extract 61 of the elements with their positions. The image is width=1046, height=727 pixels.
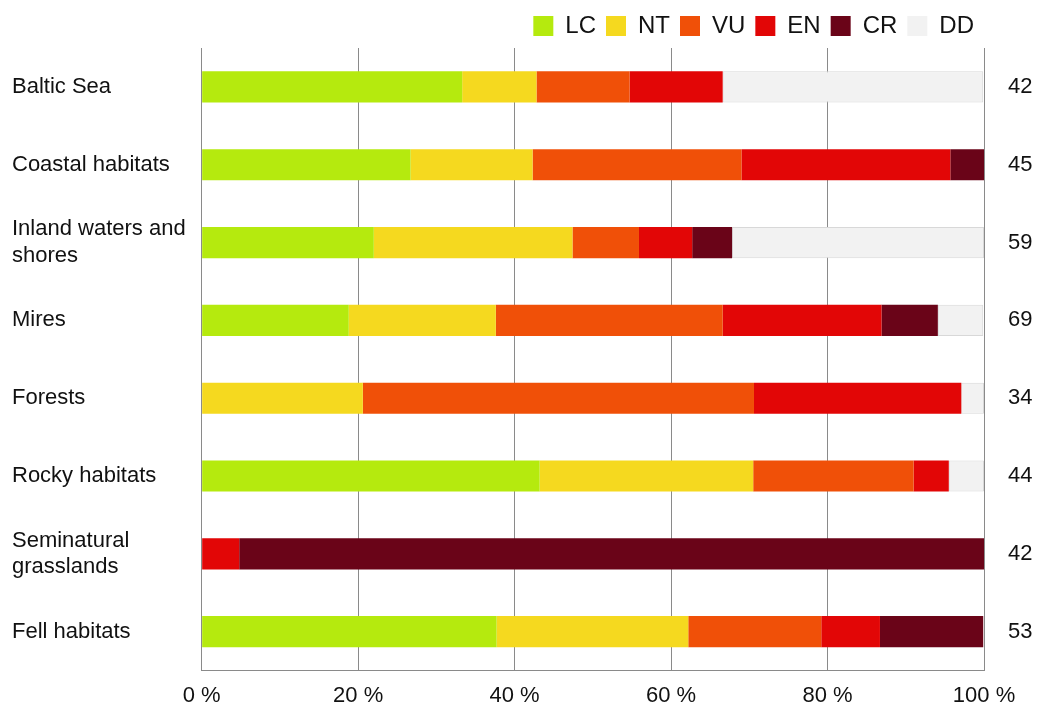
bar [741, 149, 951, 181]
text: 42 [1008, 539, 1033, 565]
legend-label: CR [862, 10, 898, 38]
text: 42 [1008, 72, 1033, 98]
bar [348, 304, 496, 336]
x-tick-label: 100 % [952, 681, 1016, 707]
text: 45 [1008, 150, 1033, 176]
bar [638, 227, 693, 259]
y-tick-label: Fell habitats [12, 617, 131, 643]
x-tick-label: 80 % [802, 681, 853, 707]
bar [202, 71, 463, 103]
y-tick-label: Coastal habitats [12, 150, 170, 176]
bar [202, 382, 363, 414]
bar [202, 149, 411, 181]
legend-label: VU [711, 10, 746, 38]
x-tick-label: 20 % [333, 681, 384, 707]
y-tick-label: Seminatural grasslands [12, 526, 130, 579]
bar [202, 616, 497, 648]
text: 59 [1008, 228, 1033, 254]
bar [496, 616, 689, 648]
bar [753, 460, 914, 492]
bar [373, 227, 573, 259]
bar [688, 616, 822, 648]
bar [202, 538, 240, 570]
bar [572, 227, 639, 259]
bar [532, 149, 742, 181]
y-tick-label: Forests [12, 384, 86, 410]
bar [202, 460, 540, 492]
legend-label: DD [939, 10, 975, 38]
legend-label: LC [565, 10, 597, 38]
bar [879, 616, 984, 648]
bar [536, 71, 630, 103]
legend-label: NT [638, 10, 671, 38]
text: 53 [1008, 617, 1033, 643]
text: 34 [1008, 384, 1033, 410]
bar [629, 71, 723, 103]
text: 44 [1008, 462, 1033, 488]
x-tick-label: 40 % [489, 681, 540, 707]
bar [202, 227, 374, 259]
y-tick-label: Inland waters and shores [12, 215, 186, 267]
bar [539, 460, 754, 492]
y-tick-label: Baltic Sea [12, 72, 112, 98]
bar [692, 227, 733, 259]
bar [495, 304, 723, 336]
bar [950, 149, 984, 181]
x-tick-label: 0 % [182, 681, 221, 707]
legend-label: EN [787, 10, 821, 38]
bar [410, 149, 533, 181]
x-tick-label: 60 % [645, 681, 697, 707]
y-tick-label: Rocky habitats [12, 462, 157, 488]
bar [881, 304, 938, 336]
bar [913, 460, 949, 492]
bar [722, 304, 882, 336]
bar [362, 382, 754, 414]
bar [239, 538, 984, 570]
bar [202, 304, 349, 336]
bar [754, 382, 962, 414]
bar [821, 616, 880, 648]
bar [462, 71, 537, 103]
y-tick-label: Mires [12, 306, 66, 332]
text: 69 [1008, 306, 1033, 332]
